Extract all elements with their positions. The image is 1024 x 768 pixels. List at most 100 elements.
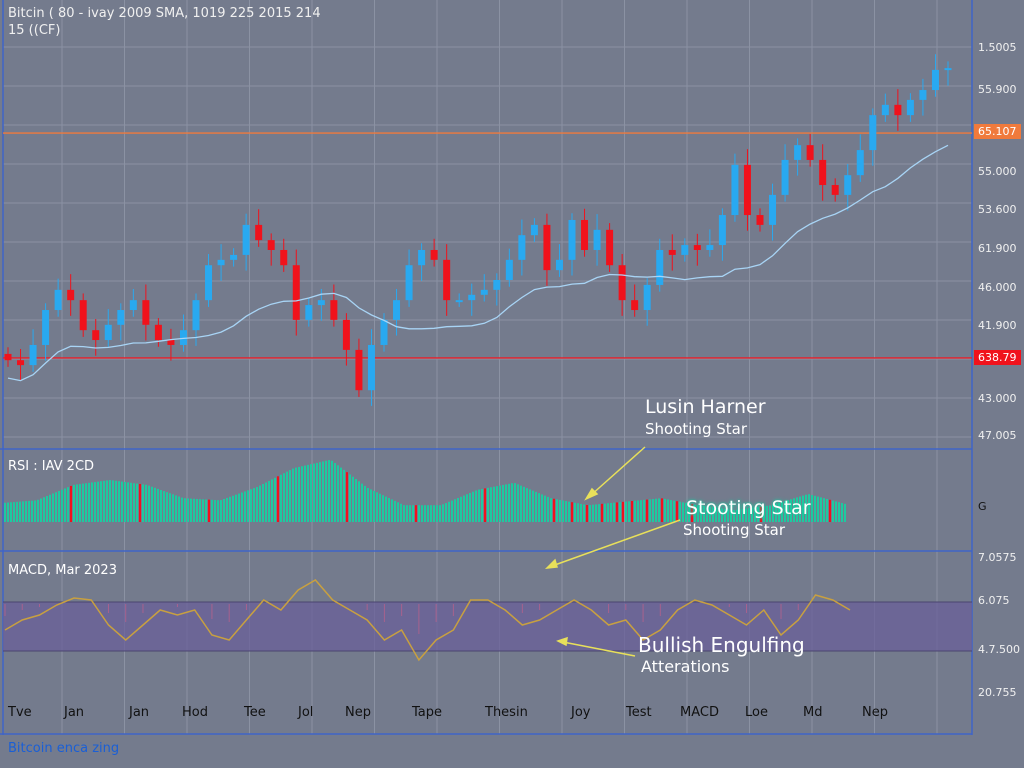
- candle-bullish: [681, 245, 689, 255]
- candle-bearish: [606, 229, 614, 266]
- rsi-panel-label: RSI : IAV 2CD: [8, 459, 95, 474]
- candle-bearish: [543, 224, 551, 271]
- macd-histogram: [4, 604, 799, 634]
- candle-bullish: [179, 330, 187, 345]
- x-tick-label: Hod: [182, 705, 208, 720]
- arrow-shooting-star-1: [589, 446, 646, 497]
- x-tick-label: Nep: [345, 705, 371, 720]
- candle-bullish: [593, 229, 601, 250]
- candle-bearish: [618, 265, 626, 301]
- macd-axis-label: 6.075: [978, 594, 1010, 607]
- candle-bearish: [430, 249, 438, 260]
- candle-bearish: [756, 215, 764, 225]
- arrowhead-icon: [584, 487, 599, 501]
- candle-bullish: [367, 344, 375, 391]
- y-tick-label: 53.600: [978, 203, 1017, 216]
- x-tick-label: Joy: [571, 705, 591, 720]
- y-tick-label: 43.000: [978, 392, 1017, 405]
- candle-bullish: [117, 310, 125, 325]
- candle-bullish: [881, 104, 889, 116]
- y-tick-label: 1.5005: [978, 41, 1017, 54]
- candle-bearish: [668, 249, 676, 255]
- x-tick-label: Test: [626, 705, 652, 720]
- footer-link[interactable]: Bitcoin enca zing: [8, 741, 120, 756]
- macd-axis-label: 7.0575: [978, 551, 1017, 564]
- title-line-1: Bitcin ( 80 - ivay 2009 SMA, 1019 225 20…: [8, 6, 321, 21]
- x-tick-label: Thesin: [485, 705, 528, 720]
- x-tick-label: Loe: [745, 705, 768, 720]
- candle-bullish: [305, 305, 313, 320]
- arrowhead-icon: [556, 636, 568, 647]
- candle-bearish: [743, 164, 751, 216]
- chart-title: Bitcin ( 80 - ivay 2009 SMA, 1019 225 20…: [8, 5, 321, 39]
- x-tick-label: Tve: [8, 705, 32, 720]
- candle-bullish: [555, 259, 563, 271]
- y-tick-label: 47.005: [978, 429, 1017, 442]
- arrowhead-icon: [544, 558, 558, 569]
- candle-bullish: [530, 224, 538, 236]
- candle-bullish: [493, 280, 501, 290]
- candle-bearish: [167, 340, 175, 345]
- candle-bullish: [656, 249, 664, 285]
- annotation-title: Stooting Star: [686, 497, 811, 519]
- candle-bullish: [931, 69, 939, 91]
- candle-bearish: [806, 145, 814, 160]
- x-tick-label: Jol: [298, 705, 314, 720]
- candle-bullish: [317, 300, 325, 306]
- candle-bullish: [518, 235, 526, 260]
- candle-bullish: [29, 344, 37, 366]
- x-tick-label: MACD: [680, 705, 719, 720]
- title-line-2: 15 ((CF): [8, 23, 61, 38]
- candle-bullish: [844, 175, 852, 195]
- x-tick-label: Tape: [412, 705, 443, 720]
- x-tick-label: Md: [803, 705, 823, 720]
- candle-bearish: [631, 300, 639, 311]
- macd-axis-label: 20.755: [978, 686, 1017, 699]
- candle-bullish: [54, 289, 62, 311]
- price-levels: [3, 132, 972, 359]
- candle-bearish: [831, 185, 839, 195]
- candle-bearish: [79, 300, 87, 331]
- annotation-subtitle: Shooting Star: [645, 420, 747, 438]
- annotation-subtitle: Shooting Star: [683, 521, 785, 539]
- candle-bullish: [455, 300, 463, 303]
- candle-bullish: [643, 284, 651, 311]
- candle-bullish: [393, 300, 401, 320]
- candle-bullish: [242, 224, 250, 255]
- support-price-tag: 638.79: [974, 350, 1021, 365]
- candle-bullish: [769, 194, 777, 225]
- rsi-histogram: [4, 460, 846, 522]
- candle-bullish: [731, 164, 739, 216]
- candle-bullish: [205, 265, 213, 301]
- resistance-price-tag: 65.107: [974, 124, 1021, 139]
- candle-bullish: [869, 115, 877, 151]
- candle-bullish: [906, 99, 914, 116]
- candle-bearish: [267, 240, 275, 250]
- candle-bullish: [468, 294, 476, 301]
- annotation-arrows: [544, 446, 681, 657]
- candle-bullish: [129, 300, 137, 311]
- candle-bearish: [355, 349, 363, 391]
- candle-bearish: [142, 300, 150, 325]
- candle-bearish: [17, 360, 25, 366]
- candle-bearish: [330, 300, 338, 320]
- candle-bullish: [568, 219, 576, 260]
- candle-bearish: [292, 265, 300, 320]
- macd-line: [4, 579, 851, 662]
- candle-bullish: [192, 300, 200, 331]
- candle-bearish: [67, 289, 75, 301]
- candle-bearish: [255, 224, 263, 241]
- arrow-bullish-engulfing: [562, 641, 636, 657]
- x-tick-label: Nep: [862, 705, 888, 720]
- candle-bullish: [42, 310, 50, 345]
- y-tick-label: 61.900: [978, 242, 1017, 255]
- candle-bullish: [944, 68, 952, 71]
- candle-bullish: [856, 150, 864, 176]
- candle-bearish: [819, 159, 827, 186]
- candle-bullish: [480, 289, 488, 295]
- candle-bullish: [794, 145, 802, 160]
- candles: [4, 54, 952, 406]
- candle-bullish: [405, 265, 413, 301]
- sma-line: [7, 144, 949, 382]
- macd-band: [3, 602, 972, 651]
